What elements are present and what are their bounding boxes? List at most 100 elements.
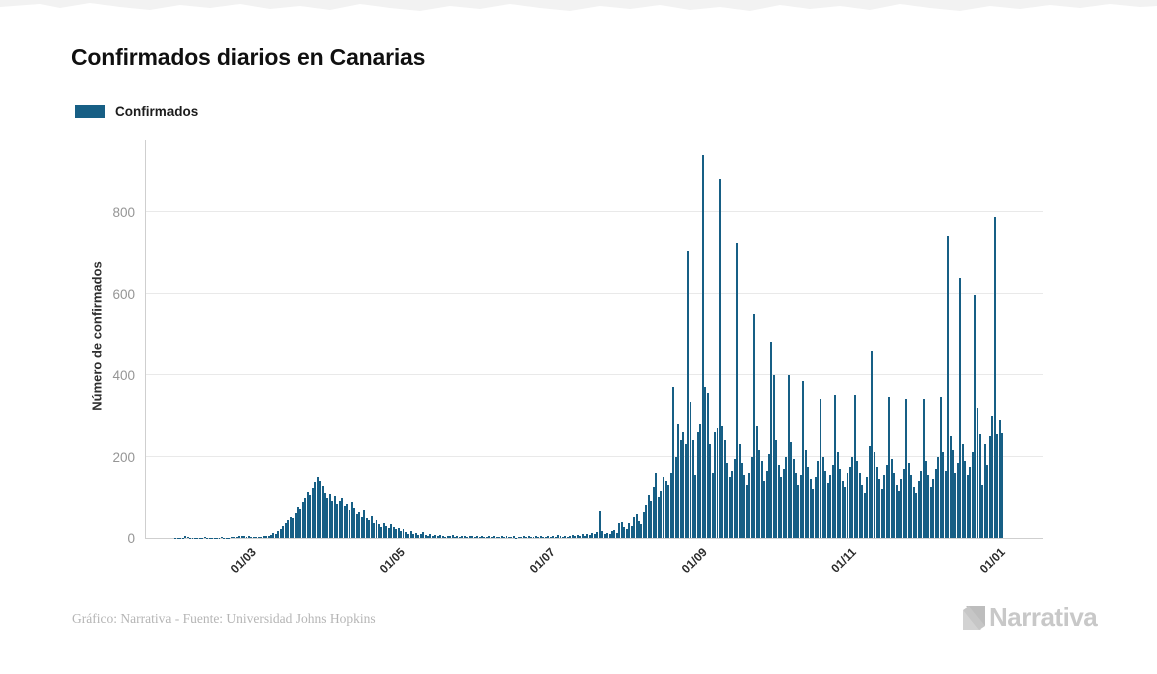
bar: [397, 528, 400, 538]
bar: [304, 498, 307, 538]
chart-title: Confirmados diarios en Canarias: [71, 44, 426, 70]
bar: [449, 536, 452, 538]
legend-label: Confirmados: [115, 104, 199, 119]
bar: [853, 395, 856, 538]
bar: [927, 474, 930, 538]
bar: [640, 524, 643, 538]
bar: [1001, 432, 1004, 538]
bar: [503, 537, 506, 538]
y-tick-label-0: 0: [127, 531, 135, 546]
bar: [272, 533, 275, 538]
bar: [522, 535, 525, 538]
bar: [471, 536, 474, 538]
bar: [576, 535, 579, 538]
bar: [581, 534, 584, 538]
bar: [790, 442, 793, 538]
bar: [485, 536, 488, 538]
bar: [468, 535, 471, 538]
bar: [400, 531, 402, 538]
gridline-y-800: [146, 211, 1043, 212]
bar: [804, 450, 807, 538]
bar: [554, 536, 557, 538]
bar: [620, 521, 623, 538]
bar: [787, 375, 790, 538]
bar: [615, 533, 618, 538]
bar: [431, 535, 434, 538]
narrativa-n-icon: [963, 605, 985, 630]
bar: [718, 179, 721, 538]
bar: [412, 534, 415, 538]
bar: [650, 500, 653, 538]
bar: [809, 478, 812, 538]
bar: [868, 446, 871, 538]
bar: [814, 476, 817, 538]
bar: [638, 520, 640, 538]
bar: [507, 536, 510, 538]
bar: [203, 537, 206, 538]
bar: [277, 531, 280, 538]
bar: [552, 535, 555, 538]
legend-item-confirmados[interactable]: Confirmados: [75, 104, 198, 119]
bar: [301, 502, 304, 538]
bar: [262, 535, 265, 538]
bar: [978, 434, 981, 538]
bar: [743, 474, 746, 538]
bar: [851, 456, 854, 538]
bar: [414, 532, 417, 538]
bar: [608, 534, 611, 538]
bar: [326, 498, 329, 538]
bar: [461, 536, 464, 538]
bar: [220, 537, 223, 538]
bar: [996, 434, 999, 538]
bar: [716, 427, 719, 538]
bar: [812, 489, 815, 538]
legend-swatch: [75, 105, 105, 118]
bar: [336, 503, 339, 538]
bar: [255, 537, 258, 538]
bar: [952, 450, 954, 538]
bar: [363, 510, 366, 538]
bar: [402, 529, 405, 538]
bar: [709, 444, 712, 538]
bar: [988, 436, 991, 538]
bar: [618, 523, 621, 538]
bar: [186, 537, 189, 538]
bar: [912, 487, 915, 538]
bar: [245, 536, 248, 538]
credit-line: Gráfico: Narrativa - Fuente: Universidad…: [72, 611, 376, 626]
bar: [316, 476, 319, 538]
bar: [993, 217, 996, 538]
bar: [861, 485, 864, 538]
x-tick-label-01-09: 01/09: [678, 545, 710, 577]
bar: [314, 481, 317, 538]
bar: [674, 456, 677, 538]
bar: [569, 535, 572, 538]
bar: [841, 480, 844, 538]
bar: [760, 460, 763, 538]
bar: [593, 534, 596, 538]
bar: [606, 532, 609, 538]
bar: [390, 524, 393, 538]
bar: [537, 537, 540, 538]
bar: [456, 535, 459, 538]
bar: [324, 493, 326, 538]
bar: [306, 492, 309, 538]
bar: [682, 432, 685, 538]
bar: [350, 502, 353, 538]
bar: [534, 535, 537, 538]
bar: [961, 444, 964, 538]
bar: [586, 533, 589, 538]
bar: [846, 472, 849, 538]
bar: [777, 464, 780, 538]
bar: [184, 536, 187, 538]
bar: [932, 478, 935, 538]
bar: [753, 313, 756, 538]
bar: [588, 534, 591, 538]
bar: [802, 381, 805, 538]
bar: [311, 488, 314, 538]
bar: [243, 536, 245, 538]
bar: [267, 535, 270, 538]
bar: [664, 480, 667, 538]
bar: [959, 278, 962, 538]
bar: [821, 456, 824, 538]
